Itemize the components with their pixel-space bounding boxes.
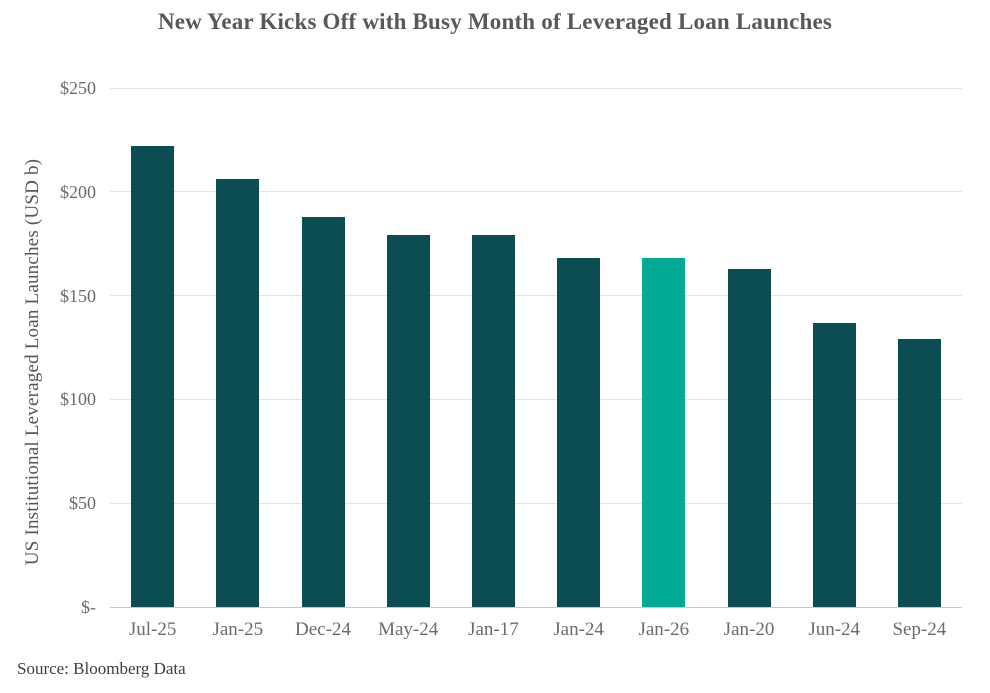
y-tick-label-$50: $50 <box>69 493 96 514</box>
bar-jan-26 <box>642 258 686 607</box>
gridline-$150 <box>110 295 962 297</box>
x-tick-label-jul-25: Jul-25 <box>128 619 177 640</box>
gridline-$50 <box>110 502 962 504</box>
y-tick-label-$200: $200 <box>60 181 96 202</box>
bar-dec-24 <box>301 216 345 607</box>
bar-jul-25 <box>131 146 175 607</box>
bar-sep-24 <box>897 339 941 607</box>
bar-jan-20 <box>727 268 771 607</box>
plot-area <box>110 87 962 608</box>
y-tick-label-$250: $250 <box>60 78 96 98</box>
gridline-$250 <box>110 87 962 89</box>
source-note: Source: Bloomberg Data <box>17 659 186 678</box>
gridline-$200 <box>110 191 962 193</box>
bar-may-24 <box>386 235 430 607</box>
x-tick-label-jan-20: Jan-20 <box>723 619 775 640</box>
y-tick-label-$-: $- <box>81 597 96 617</box>
x-tick-label-jan-25: Jan-25 <box>212 619 264 640</box>
x-tick-label-dec-24: Dec-24 <box>295 619 351 640</box>
x-axis-line <box>110 606 962 608</box>
gridline-$100 <box>110 398 962 400</box>
x-tick-label-jan-26: Jan-26 <box>638 619 690 640</box>
bar-jan-25 <box>216 179 260 607</box>
x-tick-label-jan-17: Jan-17 <box>468 619 519 640</box>
x-tick-label-jun-24: Jun-24 <box>808 619 861 640</box>
bar-jun-24 <box>812 322 856 607</box>
bar-jan-17 <box>471 235 515 607</box>
x-tick-label-jan-24: Jan-24 <box>553 619 604 640</box>
x-tick-label-may-24: May-24 <box>378 619 439 640</box>
bar-jan-24 <box>557 258 601 607</box>
y-tick-label-$100: $100 <box>60 389 96 410</box>
x-tick-label-sep-24: Sep-24 <box>892 619 947 640</box>
chart-title: New Year Kicks Off with Busy Month of Le… <box>157 9 833 34</box>
y-tick-label-$150: $150 <box>60 285 96 306</box>
